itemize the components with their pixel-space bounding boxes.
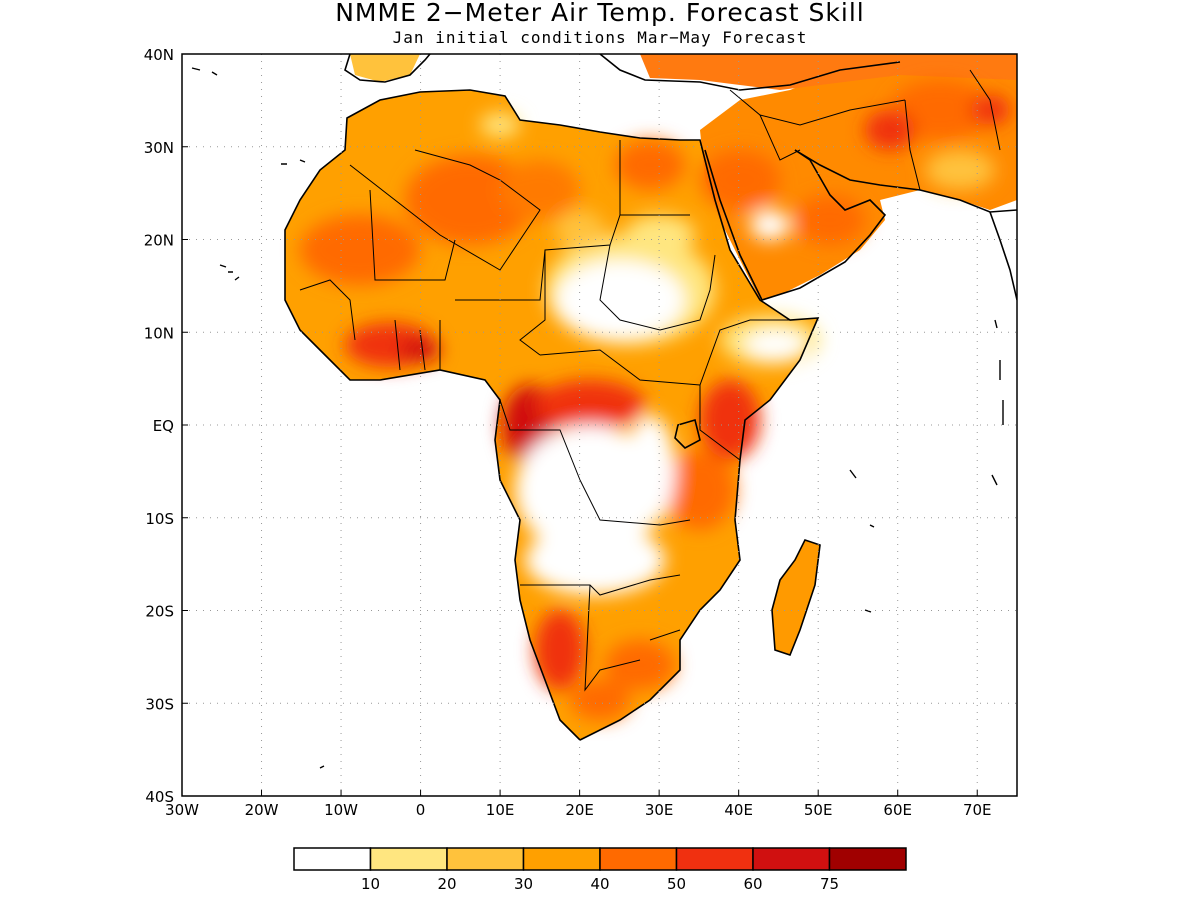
arabia-coastline	[704, 149, 887, 301]
colorbar-swatch	[446, 847, 525, 871]
colorbar-swatch	[752, 847, 831, 871]
lat-tick-label: 30N	[144, 139, 174, 157]
lat-tick-label: 40S	[145, 788, 174, 806]
grid-lines	[182, 54, 1017, 796]
lake-victoria	[674, 418, 701, 449]
lat-tick-label: EQ	[153, 417, 174, 435]
colorbar-label: 10	[361, 875, 380, 893]
colorbar-swatch	[599, 847, 678, 871]
map-area	[191, 54, 1017, 769]
lon-tick-label: 70E	[963, 801, 992, 819]
islands	[191, 67, 1004, 769]
lon-tick-label: 10W	[324, 801, 358, 819]
mediterranean-north-coast	[599, 54, 901, 91]
lat-tick-label: 10S	[145, 510, 174, 528]
lon-tick-label: 20E	[565, 801, 594, 819]
lon-tick-label: 50E	[804, 801, 833, 819]
lat-tick-label: 20N	[144, 232, 174, 250]
lon-tick-label: 30E	[645, 801, 674, 819]
lat-tick-label: 40N	[144, 46, 174, 64]
lon-tick-label: 20W	[245, 801, 279, 819]
colorbar-swatch	[522, 847, 601, 871]
lon-tick-label: 60E	[883, 801, 912, 819]
colorbar-label: 20	[437, 875, 456, 893]
country-borders	[299, 69, 1001, 692]
lat-tick-label: 10N	[144, 324, 174, 342]
lat-tick-label: 30S	[145, 695, 174, 713]
europe-strip	[640, 54, 1017, 90]
madagascar-coastline	[771, 539, 821, 656]
colorbar-swatch	[828, 847, 907, 871]
colorbar-swatch	[369, 847, 448, 871]
colorbar-swatch	[675, 847, 754, 871]
colorbar-label: 75	[820, 875, 839, 893]
lat-tick-label: 20S	[145, 603, 174, 621]
axis-ticks: 30W 20W 10W 0 10E 20E 30E 40E 50E 60E 70E 40N 30N 20N…	[144, 46, 992, 819]
lon-tick-label: 30W	[165, 801, 199, 819]
colorbar-label: 60	[743, 875, 762, 893]
lon-tick-label: 0	[416, 801, 426, 819]
colorbar-label: 30	[514, 875, 533, 893]
madagascar	[772, 540, 820, 655]
colorbar-swatch	[293, 847, 372, 871]
iberia	[350, 54, 420, 82]
lon-tick-label: 40E	[724, 801, 753, 819]
skill-shading	[285, 54, 1017, 740]
india-coastline	[989, 211, 1017, 301]
iberia-coastline	[344, 54, 431, 83]
chart-title: NMME 2−Meter Air Temp. Forecast Skill	[335, 0, 865, 27]
colorbar-label: 40	[590, 875, 609, 893]
chart-subtitle: Jan initial conditions Mar−May Forecast	[392, 28, 808, 47]
africa-coastline	[284, 89, 820, 741]
colorbar: 10 20 30 40 50 60 75	[293, 847, 907, 893]
colorbar-label: 50	[667, 875, 686, 893]
persian-gulf-coast	[794, 149, 1017, 213]
lon-tick-label: 10E	[486, 801, 515, 819]
coastlines	[284, 54, 1017, 741]
